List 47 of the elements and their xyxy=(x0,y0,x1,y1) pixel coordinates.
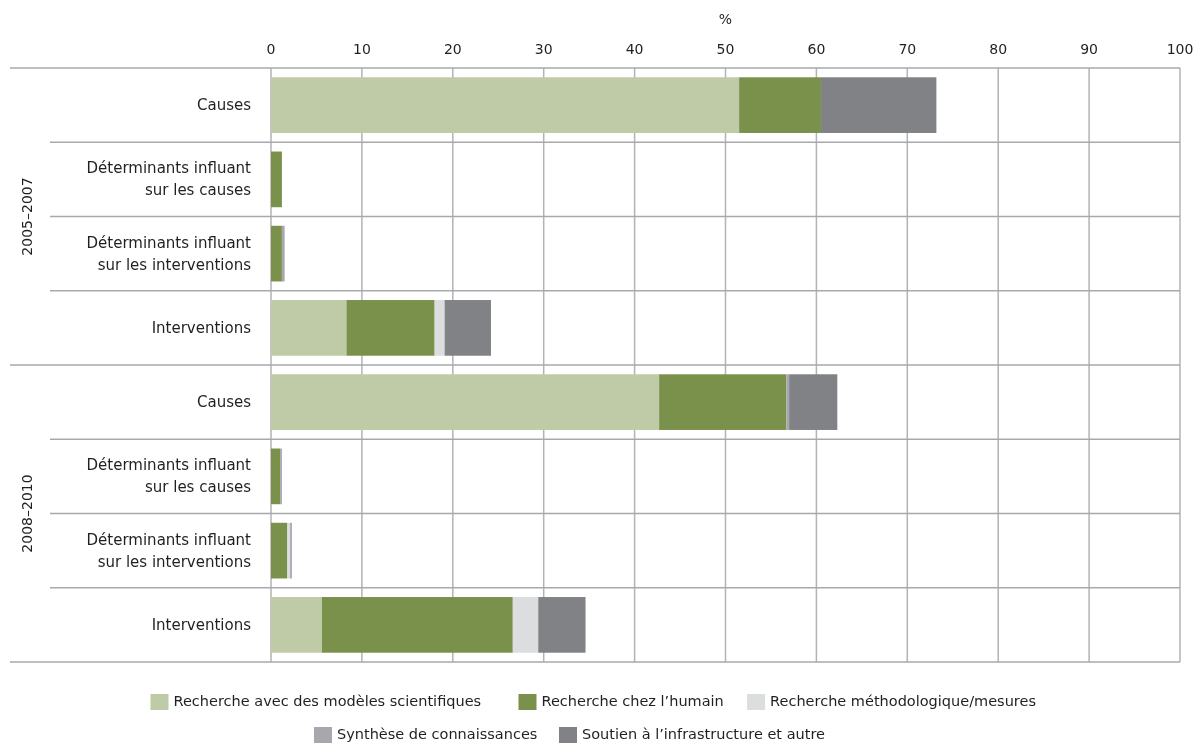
bar xyxy=(271,225,282,282)
y-tick-label: Interventions xyxy=(151,615,252,634)
text: 2005–2007 xyxy=(19,177,35,256)
bar xyxy=(820,77,937,133)
x-tick-label: 50 xyxy=(716,41,735,57)
y-tick-label: Déterminants influant sur les interventions xyxy=(86,530,252,571)
y-tick-label: Interventions xyxy=(151,318,252,337)
bar xyxy=(434,300,445,356)
x-tick-label: 60 xyxy=(807,41,826,57)
x-tick-label: 100 xyxy=(1166,41,1194,57)
x-tick-label: 40 xyxy=(625,41,644,57)
legend-label: Recherche méthodologique/mesures xyxy=(770,693,1036,709)
y-tick-label: Causes xyxy=(196,392,252,411)
bar xyxy=(271,151,282,208)
bar xyxy=(786,374,790,430)
x-tick-label: 80 xyxy=(989,41,1008,57)
bar xyxy=(271,77,740,133)
bar xyxy=(789,374,838,430)
x-tick-label: 30 xyxy=(534,41,553,57)
bar xyxy=(444,300,491,356)
y-tick-label: Causes xyxy=(196,95,252,114)
bar xyxy=(271,374,660,430)
x-tick-label: 10 xyxy=(352,41,371,57)
legend-label: Recherche chez l’humain xyxy=(541,693,724,709)
text: 2008–2010 xyxy=(19,474,35,553)
legend-label: Soutien à l’infrastructure et autre xyxy=(582,726,826,742)
x-axis-title: % xyxy=(718,11,733,27)
legend-label: Synthèse de connaissances xyxy=(337,726,538,742)
y-tick-label: Déterminants influant sur les causes xyxy=(86,158,252,199)
legend-label: Recherche avec des modèles scientifiques xyxy=(173,693,482,709)
bar xyxy=(538,597,586,653)
x-tick-label: 20 xyxy=(443,41,462,57)
x-tick-label: 90 xyxy=(1080,41,1099,57)
bar xyxy=(271,597,322,653)
bar xyxy=(346,300,435,356)
x-tick-label: 70 xyxy=(898,41,917,57)
y-tick-label: Déterminants influant sur les causes xyxy=(86,455,252,496)
bar xyxy=(321,597,513,653)
bar xyxy=(739,77,821,133)
bar xyxy=(512,597,539,653)
x-tick-label: 0 xyxy=(266,41,276,57)
bar xyxy=(271,300,347,356)
y-tick-label: Déterminants influant sur les interventions xyxy=(86,233,252,274)
bar xyxy=(281,225,285,282)
bar xyxy=(271,448,281,505)
bar xyxy=(271,522,288,579)
bar xyxy=(659,374,787,430)
